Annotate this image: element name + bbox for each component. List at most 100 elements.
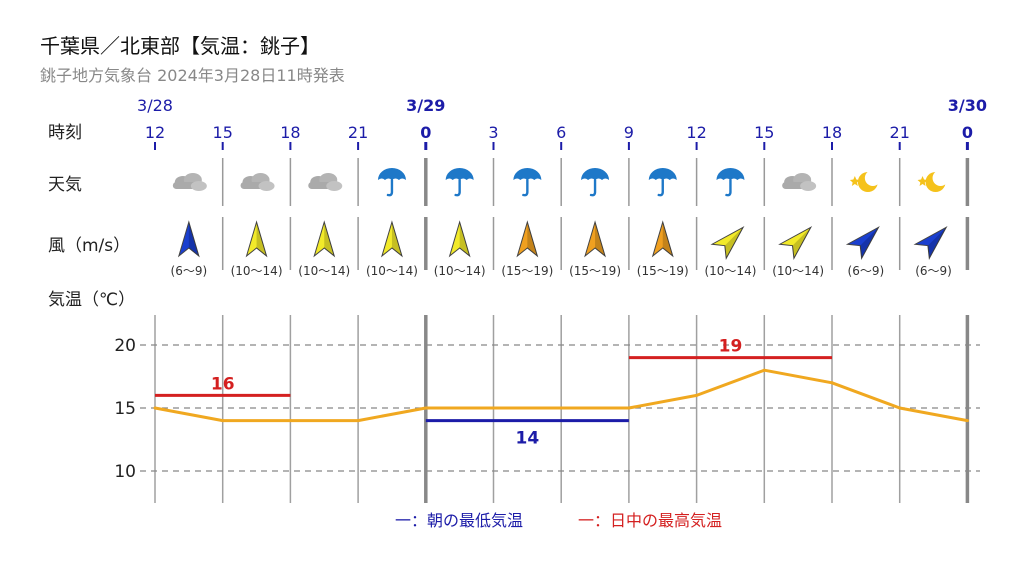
umbrella-canopy [377, 168, 406, 180]
rain-icon [445, 168, 474, 197]
wind-arrow-shade [188, 222, 199, 256]
hour-label: 21 [890, 123, 910, 142]
moon-cutout [932, 170, 949, 186]
wind-arrow-shape [651, 220, 674, 258]
wind-arrow-icon [245, 220, 268, 258]
hour-label: 9 [624, 123, 634, 142]
hour-label: 18 [280, 123, 300, 142]
umbrella-handle [725, 178, 732, 197]
wind-range-label: (6〜9) [848, 264, 885, 278]
wind-arrow-shade [324, 222, 335, 256]
cloudy-icon [240, 173, 275, 191]
hour-label: 12 [145, 123, 165, 142]
cloud-part [258, 181, 275, 191]
star-part [917, 176, 928, 186]
umbrella-canopy [445, 168, 474, 180]
wind-arrow-icon [778, 226, 813, 261]
umbrella-handle [454, 178, 461, 197]
wind-arrow-icon [313, 220, 336, 258]
wind-arrow-icon [584, 220, 606, 258]
wind-arrow-shade [927, 227, 947, 259]
wind-range-label: (10〜14) [772, 264, 824, 278]
umbrella-handle [657, 178, 664, 197]
wind-arrow-shape [516, 220, 539, 258]
wind-range-label: (15〜19) [501, 264, 553, 278]
cloudy-icon [782, 173, 817, 191]
hour-label: 3 [488, 123, 498, 142]
temperature-point [424, 406, 428, 410]
hour-label: 6 [556, 123, 566, 142]
row-label-temp: 気温（℃） [48, 290, 135, 310]
temperature-point [153, 406, 157, 410]
wind-arrow-shade [860, 227, 879, 259]
minmax-label: 19 [719, 337, 743, 357]
row-label-time: 時刻 [48, 123, 82, 143]
rain-icon [648, 168, 677, 197]
wind-arrow-shade [595, 222, 606, 256]
wind-arrow-shape [778, 226, 813, 261]
temperature-point [627, 406, 631, 410]
row-label-weather: 天気 [48, 175, 82, 195]
temperature-point [356, 419, 360, 423]
hour-label: 0 [420, 123, 431, 142]
legend-entry: 一：朝の最低気温 [395, 511, 523, 530]
temperature-point [965, 419, 969, 423]
wind-arrow-shape [313, 220, 336, 258]
wind-range-label: (10〜14) [298, 264, 350, 278]
temperature-point [288, 419, 292, 423]
temperature-point [830, 381, 834, 385]
hour-label: 12 [686, 123, 706, 142]
minmax-label: 16 [211, 374, 235, 394]
wind-arrow-shape [245, 220, 268, 258]
wind-arrow-icon [516, 220, 539, 258]
wind-range-label: (6〜9) [915, 264, 952, 278]
date-label: 3/28 [137, 96, 173, 115]
rain-icon [581, 168, 610, 197]
wind-arrow-shade [527, 222, 538, 256]
wind-arrow-shape [845, 226, 880, 261]
umbrella-canopy [581, 168, 610, 180]
wind-arrow-shape [448, 220, 471, 258]
wind-arrow-shade [724, 227, 744, 259]
wind-arrow-shade [662, 222, 673, 256]
legend-entry: 一：日中の最高気温 [578, 511, 722, 530]
y-tick-label: 10 [114, 462, 136, 482]
cloudy-icon [172, 173, 207, 191]
clear-night-icon [849, 170, 881, 192]
date-label: 3/29 [406, 96, 445, 115]
temperature-point [898, 406, 902, 410]
temperature-point [762, 368, 766, 372]
umbrella-canopy [648, 168, 677, 180]
wind-arrow-shape [710, 226, 745, 261]
wind-arrow-icon [913, 226, 948, 261]
cloud-part [326, 181, 343, 191]
wind-range-label: (10〜14) [366, 264, 418, 278]
star-part [849, 176, 860, 186]
hour-label: 21 [348, 123, 368, 142]
temperature-point [221, 419, 225, 423]
wind-range-label: (10〜14) [434, 264, 486, 278]
page-title: 千葉県／北東部【気温：銚子】 [40, 34, 320, 58]
umbrella-canopy [716, 168, 745, 180]
wind-arrow-shape [913, 226, 948, 261]
y-tick-label: 20 [114, 336, 136, 356]
temperature-point [695, 393, 699, 397]
wind-arrow-shade [256, 222, 267, 256]
wind-range-label: (15〜19) [569, 264, 621, 278]
hour-label: 0 [962, 123, 973, 142]
wind-arrow-shape [381, 220, 403, 258]
hour-label: 18 [822, 123, 842, 142]
date-label: 3/30 [948, 96, 987, 115]
wind-arrow-icon [710, 226, 745, 261]
rain-icon [377, 168, 406, 197]
wind-range-label: (10〜14) [231, 264, 283, 278]
wind-range-label: (15〜19) [637, 264, 689, 278]
wind-arrow-shade [391, 222, 402, 256]
wind-arrow-shade [459, 222, 470, 256]
clear-night-icon [917, 170, 949, 192]
moon-cutout [864, 170, 881, 186]
wind-arrow-icon [448, 220, 471, 258]
wind-range-label: (10〜14) [704, 264, 756, 278]
umbrella-handle [522, 178, 529, 197]
